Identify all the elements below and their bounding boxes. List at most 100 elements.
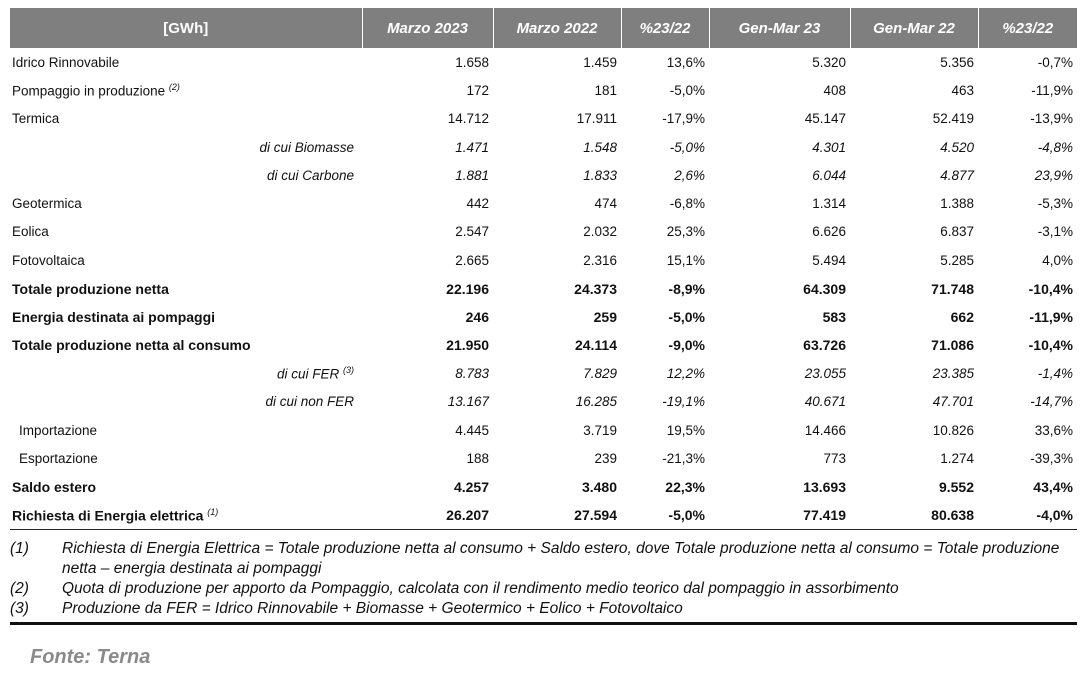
- table-cell: 13.693: [803, 478, 846, 495]
- table-cell: 10.826: [932, 422, 974, 438]
- energy-table: [GWh] Marzo 2023 Marzo 2022 %23/22 Gen-Mar 2…: [10, 8, 1077, 531]
- row-label: Termica: [10, 105, 362, 133]
- row-label-text: Geotermica: [12, 196, 82, 212]
- table-cell: 4.877: [940, 167, 974, 183]
- table-cell: -5,0%: [669, 139, 705, 155]
- table-cell: 13,6%: [666, 54, 705, 70]
- row-label: di cui Carbone: [10, 161, 362, 189]
- table-row: Importazione 4.445 3.719 19,5% 14.466 10.826 3…: [10, 416, 1077, 444]
- table-cell: 26.207: [362, 500, 493, 531]
- table-cell: 6.837: [940, 224, 974, 240]
- table-cell: 1.471: [455, 139, 489, 155]
- row-label-text: Totale produzione netta al consumo: [12, 337, 251, 354]
- row-label-text: Richiesta di Energia elettrica: [12, 507, 204, 524]
- table-cell: 23.055: [804, 365, 846, 381]
- row-label-text: Eolica: [12, 224, 49, 240]
- table-cell: 22.196: [446, 280, 489, 297]
- table-cell: -10,4%: [1028, 280, 1073, 297]
- table-cell: -4,8%: [1037, 139, 1073, 155]
- table-cell: 4.445: [455, 422, 489, 438]
- table-cell: 239: [594, 450, 617, 466]
- table-cell: 4.520: [940, 139, 974, 155]
- table-cell: -3,1%: [1037, 224, 1073, 240]
- table-cell: 583: [822, 308, 846, 325]
- column-header: %23/22: [621, 8, 710, 48]
- table-cell: 47.701: [932, 394, 974, 410]
- table-cell: 259: [593, 308, 617, 325]
- table-cell: 24.373: [574, 280, 617, 297]
- footnote-ref: (1): [207, 506, 219, 517]
- table-row: Fotovoltaica 2.665 2.316 15,1% 5.494 5.285 4,0…: [10, 246, 1077, 274]
- table-cell: -8,9%: [668, 280, 705, 297]
- table-row: Energia destinata ai pompaggi 246 259 -5,0%…: [10, 303, 1077, 331]
- table-cell: 2.032: [583, 224, 617, 240]
- source-label: Fonte: Terna: [30, 646, 151, 668]
- row-label-text: Importazione: [19, 422, 98, 438]
- table-cell: 463: [951, 82, 974, 98]
- row-label: Idrico Rinnovabile: [10, 48, 362, 76]
- footnotes-divider: [10, 622, 1077, 626]
- row-label: Saldo estero: [10, 472, 362, 500]
- table-row: Pompaggio in produzione (2) 172 181 -5,0% 40…: [10, 76, 1077, 104]
- table-cell: 27.594: [493, 500, 621, 531]
- table-cell: 24.114: [574, 337, 617, 354]
- footnote-number: (2): [10, 580, 29, 598]
- table-cell: 246: [465, 308, 489, 325]
- table-cell: 71.748: [931, 280, 974, 297]
- table-cell: -39,3%: [1030, 450, 1073, 466]
- row-label-text: Pompaggio in produzione: [12, 83, 166, 99]
- row-label: Energia destinata ai pompaggi: [10, 303, 362, 331]
- table-row: di cui Carbone 1.881 1.833 2,6% 6.044 4.877 23…: [10, 161, 1077, 189]
- footnote-number: (1): [10, 540, 29, 558]
- table-cell: 14.712: [447, 111, 489, 127]
- table-cell: 3.719: [583, 422, 617, 438]
- table-cell: 15,1%: [666, 252, 705, 268]
- table-cell: -1,4%: [1037, 365, 1073, 381]
- column-header: Marzo 2023: [362, 8, 494, 48]
- table-cell: 4,0%: [1042, 252, 1073, 268]
- footnote-text: Richiesta di Energia Elettrica = Totale …: [62, 540, 1060, 578]
- row-label: Esportazione: [10, 444, 362, 472]
- row-label: Geotermica: [10, 189, 362, 217]
- table-cell: 16.285: [575, 394, 617, 410]
- table-cell: -14,7%: [1030, 394, 1073, 410]
- row-label-text: Fotovoltaica: [12, 252, 85, 268]
- footnote-number: (3): [10, 600, 29, 618]
- row-label-text: Saldo estero: [12, 478, 97, 495]
- table-cell: 1.658: [455, 54, 489, 70]
- row-label-text: Esportazione: [19, 450, 98, 466]
- table-cell: -17,9%: [662, 111, 705, 127]
- row-label-text: di cui Carbone: [266, 167, 354, 183]
- table-cell: 33,6%: [1034, 422, 1073, 438]
- table-cell: 77.419: [709, 500, 850, 531]
- table-cell: 80.638: [850, 500, 978, 531]
- footnote-ref: (3): [343, 365, 354, 376]
- table-cell: 2.316: [583, 252, 617, 268]
- table-cell: -13,9%: [1030, 111, 1073, 127]
- table-cell: 71.086: [931, 337, 974, 354]
- table-cell: 21.950: [446, 337, 489, 354]
- row-label: di cui Biomasse: [10, 133, 362, 161]
- table-cell: -11,9%: [1029, 308, 1073, 325]
- table-cell: -5,0%: [668, 308, 705, 325]
- table-cell: -6,8%: [669, 196, 705, 212]
- table-cell: -5,0%: [669, 82, 705, 98]
- table-row: di cui Biomasse 1.471 1.548 -5,0% 4.301 4.520…: [10, 133, 1077, 161]
- table-body: Idrico Rinnovabile 1.658 1.459 13,6% 5.320 5.…: [10, 48, 1077, 531]
- row-label-text: Energia destinata ai pompaggi: [12, 308, 216, 325]
- table-cell: 63.726: [803, 337, 846, 354]
- energy-report: [GWh] Marzo 2023 Marzo 2022 %23/22 Gen-Mar 2…: [10, 8, 1077, 626]
- table-cell: 6.626: [812, 224, 846, 240]
- table-cell: 408: [823, 82, 846, 98]
- row-label-text: Termica: [12, 111, 60, 127]
- table-cell: 17.911: [576, 111, 617, 127]
- column-header: [GWh]: [10, 8, 363, 48]
- table-cell: 6.044: [812, 167, 846, 183]
- table-cell: 23,9%: [1034, 167, 1073, 183]
- table-cell: -9,0%: [668, 337, 705, 354]
- table-cell: -5,0%: [621, 500, 709, 531]
- table-row: Idrico Rinnovabile 1.658 1.459 13,6% 5.320 5.…: [10, 48, 1077, 76]
- table-cell: -10,4%: [1028, 337, 1073, 354]
- row-label-text: di cui FER: [276, 366, 340, 382]
- table-cell: 1.274: [940, 450, 974, 466]
